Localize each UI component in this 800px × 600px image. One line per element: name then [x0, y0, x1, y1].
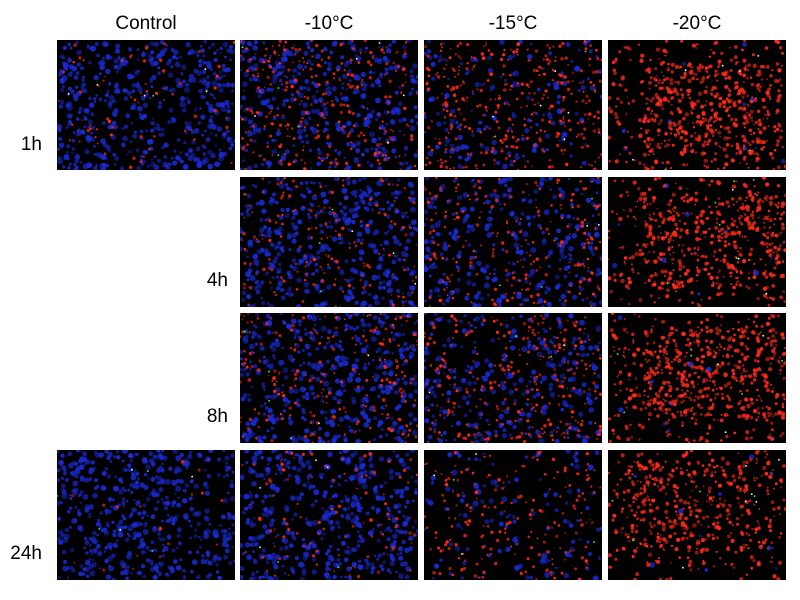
- panel-1h-minus10: [240, 40, 418, 170]
- panel-8h-minus20: [608, 313, 786, 443]
- column-header-control: Control: [115, 13, 177, 34]
- micrograph-image: [240, 177, 418, 307]
- micrograph-image: [424, 177, 602, 307]
- row-label-24h: 24h: [10, 543, 42, 564]
- micrograph-image: [424, 450, 602, 580]
- micrograph-image: [424, 40, 602, 170]
- panel-24h-minus20: [608, 450, 786, 580]
- panel-24h-control: [57, 450, 235, 580]
- column-header-minus20: -20°C: [672, 13, 722, 34]
- micrograph-image: [608, 313, 786, 443]
- micrograph-image: [240, 313, 418, 443]
- panel-4h-minus10: [240, 177, 418, 307]
- micrograph-image: [57, 450, 235, 580]
- column-header-minus10: -10°C: [304, 13, 354, 34]
- panel-4h-minus15: [424, 177, 602, 307]
- micrograph-image: [608, 450, 786, 580]
- panel-4h-minus20: [608, 177, 786, 307]
- micrograph-image: [57, 40, 235, 170]
- panel-24h-minus10: [240, 450, 418, 580]
- micrograph-image: [608, 177, 786, 307]
- micrograph-image: [608, 40, 786, 170]
- panel-1h-minus15: [424, 40, 602, 170]
- panel-24h-minus15: [424, 450, 602, 580]
- row-label-4h: 4h: [206, 270, 228, 291]
- row-label-1h: 1h: [20, 134, 42, 155]
- micrograph-image: [240, 40, 418, 170]
- panel-1h-minus20: [608, 40, 786, 170]
- row-label-8h: 8h: [206, 406, 228, 427]
- micrograph-image: [424, 313, 602, 443]
- panel-8h-minus10: [240, 313, 418, 443]
- column-header-minus15: -15°C: [488, 13, 538, 34]
- panel-1h-control: [57, 40, 235, 170]
- panel-8h-minus15: [424, 313, 602, 443]
- micrograph-image: [240, 450, 418, 580]
